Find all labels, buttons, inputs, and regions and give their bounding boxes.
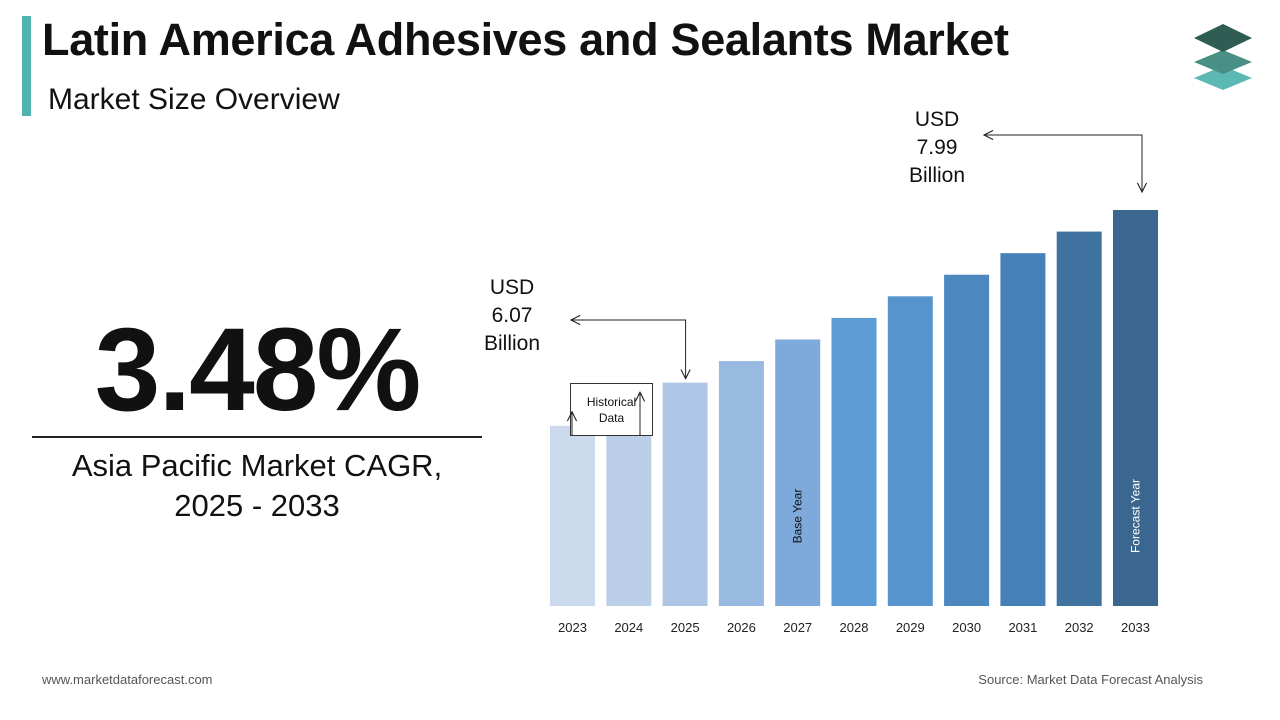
start-value-line2: 6.07 [492,304,533,327]
bar-label-2027: Base Year [791,489,805,544]
bar-2032 [1056,231,1102,606]
x-tick-label-2033: 2033 [1121,620,1150,635]
bar-2031 [1000,253,1046,606]
cagr-label: Asia Pacific Market CAGR, 2025 - 2033 [32,446,482,526]
start-value-line3: Billion [484,332,540,355]
bar-2026 [718,361,764,606]
page-title: Latin America Adhesives and Sealants Mar… [42,14,1009,65]
x-tick-label-2026: 2026 [727,620,756,635]
brand-logo-icon [1194,24,1252,90]
x-tick-label-2030: 2030 [952,620,981,635]
cagr-divider [32,436,482,438]
cagr-value: 3.48% [94,304,422,436]
bar-2029 [887,296,933,606]
x-tick-label-2024: 2024 [614,620,643,635]
end-value-arrow [984,135,1142,192]
x-tick-label-2032: 2032 [1065,620,1094,635]
page-subtitle: Market Size Overview [48,83,340,116]
x-tick-label-2023: 2023 [558,620,587,635]
x-tick-label-2031: 2031 [1008,620,1037,635]
bar-2030 [944,274,990,606]
x-tick-label-2029: 2029 [896,620,925,635]
cagr-label-line1: Asia Pacific Market CAGR, [71,448,443,483]
title-accent-bar [22,16,31,116]
cagr-label-line2: 2025 - 2033 [174,488,340,523]
bar-2023 [550,425,595,606]
end-value-line2: 7.99 [917,136,958,159]
footer-source: Source: Market Data Forecast Analysis [978,672,1203,687]
x-tick-label-2028: 2028 [840,620,869,635]
bar-2025 [662,382,708,606]
start-value-line1: USD [490,276,534,299]
start-value-arrow [571,320,686,379]
bar-2033 [1113,210,1158,606]
bar-2028 [831,317,877,606]
end-value-line3: Billion [909,164,965,187]
historical-data-line1: Historical [587,395,636,409]
bar-2027 [775,339,821,606]
bar-label-2033: Forecast Year [1129,479,1143,553]
end-value-line1: USD [915,108,959,131]
x-tick-label-2025: 2025 [671,620,700,635]
footer-website: www.marketdataforecast.com [42,672,213,687]
x-tick-label-2027: 2027 [783,620,812,635]
historical-data-line2: Data [599,411,625,425]
bar-2024 [606,404,652,606]
